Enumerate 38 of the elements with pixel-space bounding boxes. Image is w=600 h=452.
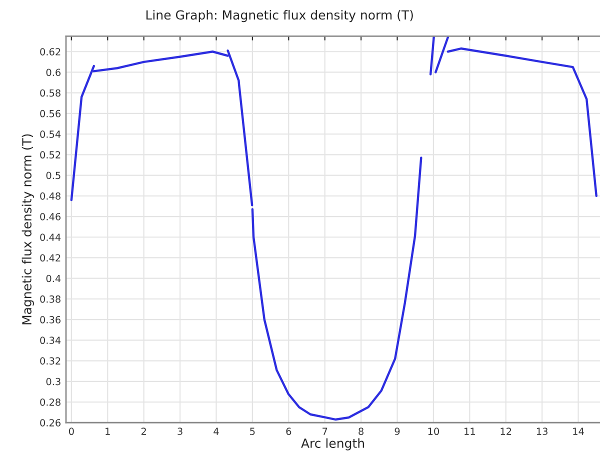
x-tick-label: 9	[394, 428, 400, 436]
y-tick-label: 0.56	[40, 110, 61, 118]
y-tick-label: 0.28	[40, 398, 60, 406]
y-tick-label: 0.6	[46, 68, 61, 76]
y-tick-label: 0.58	[40, 89, 60, 97]
x-tick-label: 2	[141, 428, 146, 435]
x-tick-label: 13	[536, 428, 548, 436]
y-axis-title: Magnetic flux density norm (T)	[22, 134, 34, 324]
y-tick-label: 0.44	[40, 234, 61, 241]
x-tick-label: 5	[250, 428, 255, 436]
y-tick-label: 0.5	[46, 172, 60, 180]
y-tick-label: 0.34	[40, 336, 61, 344]
y-tick-label: 0.42	[40, 254, 60, 262]
x-tick-label: 10	[428, 428, 440, 436]
x-tick-label: 6	[286, 428, 292, 436]
y-tick-label: 0.3	[46, 378, 60, 386]
x-tick-label: 4	[214, 428, 219, 435]
x-tick-label: 7	[322, 428, 328, 435]
y-tick-label: 0.36	[40, 316, 61, 324]
x-tick-label: 8	[358, 428, 364, 436]
y-tick-label: 0.62	[40, 48, 60, 56]
y-tick-label: 0.54	[40, 130, 61, 138]
x-tick-label: 12	[500, 428, 512, 435]
y-tick-label: 0.52	[40, 151, 60, 159]
line-series	[446, 47, 598, 198]
y-tick-label: 0.46	[40, 212, 61, 220]
x-tick-label: 14	[573, 428, 584, 435]
x-axis-title: Arc length	[301, 438, 364, 450]
y-tick-label: 0.48	[40, 192, 60, 200]
y-tick-label: 0.38	[40, 295, 60, 303]
x-tick-label: 11	[464, 428, 475, 435]
y-tick-label: 0.32	[40, 357, 60, 365]
x-tick-label: 0	[68, 428, 74, 436]
x-tick-label: 3	[178, 428, 182, 436]
y-tick-label: 0.26	[40, 419, 61, 426]
chart-title: Line Graph: Magnetic flux density norm (T)	[146, 10, 413, 22]
x-tick-label: 1	[106, 428, 110, 435]
y-tick-label: 0.4	[46, 274, 61, 282]
